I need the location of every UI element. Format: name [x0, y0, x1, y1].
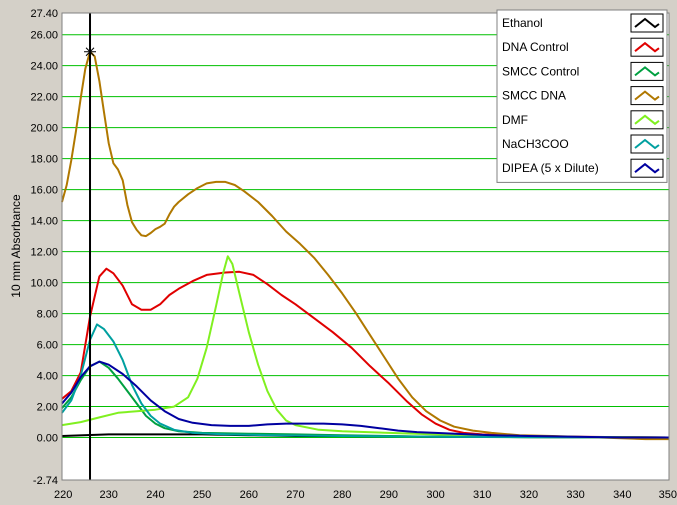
legend: Ethanol DNA Control SMCC Control SMCC DNA DM… — [496, 9, 668, 183]
legend-swatch-line-2 — [634, 66, 660, 77]
legend-label-0: Ethanol — [502, 16, 543, 30]
y-tick-label: 20.00 — [30, 123, 58, 135]
y-tick-label: 8.00 — [37, 309, 58, 321]
y-tick-label: 18.00 — [30, 154, 58, 166]
y-tick-label: 16.00 — [30, 185, 58, 197]
x-tick-label: 300 — [426, 489, 444, 501]
legend-label-3: SMCC DNA — [502, 89, 566, 103]
series-lines — [61, 50, 670, 441]
x-tick-label: 270 — [286, 489, 304, 501]
x-tick-label: 330 — [566, 489, 584, 501]
legend-swatch-2 — [630, 61, 664, 81]
x-tick-label: 260 — [240, 489, 258, 501]
x-tick-labels: 220 230 240 250 260 270 280 290 300 310 320 330 340 3… — [54, 489, 677, 501]
y-tick-label: -2.74 — [33, 475, 58, 487]
series-line-6 — [61, 360, 669, 439]
series-line-3 — [61, 50, 669, 441]
series-line-1 — [61, 267, 670, 439]
y-axis-title: 10 mm Absorbance — [9, 194, 23, 298]
y-tick-label: 14.00 — [30, 216, 58, 228]
legend-swatch-0 — [630, 13, 664, 33]
cursor-marker-d2 — [85, 47, 95, 57]
x-tick-label: 280 — [333, 489, 351, 501]
legend-label-2: SMCC Control — [502, 64, 579, 78]
legend-swatch-line-6 — [634, 162, 660, 174]
plot-frame — [61, 12, 670, 481]
x-tick-label: 320 — [520, 489, 538, 501]
x-tick-label: 290 — [380, 489, 398, 501]
x-tick-label: 350 — [659, 489, 677, 501]
legend-label-4: DMF — [502, 113, 528, 127]
y-tick-label: 6.00 — [37, 340, 58, 352]
legend-label-1: DNA Control — [502, 40, 569, 54]
x-tick-label: 240 — [146, 489, 164, 501]
y-tick-labels: 27.40 26.00 24.00 22.00 20.00 18.00 16.00 14.00… — [30, 8, 58, 487]
legend-swatch-5 — [630, 134, 664, 154]
x-tick-label: 250 — [193, 489, 211, 501]
y-tick-label: 4.00 — [37, 371, 58, 383]
legend-swatch-line-1 — [634, 41, 660, 53]
legend-swatch-1 — [630, 37, 664, 57]
legend-swatch-line-5 — [634, 138, 660, 150]
legend-swatch-line-0 — [634, 17, 660, 29]
y-tick-label: 27.40 — [30, 8, 58, 20]
x-tick-label: 340 — [613, 489, 631, 501]
y-tick-label: 26.00 — [30, 30, 58, 42]
y-tick-label: 10.00 — [30, 278, 58, 290]
x-tick-label: 230 — [100, 489, 118, 501]
legend-swatch-6 — [630, 158, 664, 178]
y-tick-label: 12.00 — [30, 247, 58, 259]
legend-swatch-line-4 — [634, 114, 660, 126]
y-tick-label: 2.00 — [37, 402, 58, 414]
legend-swatch-line-3 — [634, 90, 660, 101]
legend-swatch-4 — [630, 110, 664, 130]
y-tick-label: 24.00 — [30, 61, 58, 73]
y-tick-label: 22.00 — [30, 92, 58, 104]
x-tick-label: 220 — [54, 489, 72, 501]
cursor[interactable] — [84, 13, 97, 480]
y-tick-label: 0.00 — [37, 433, 58, 445]
grid — [62, 34, 669, 439]
legend-swatch-3 — [630, 86, 664, 106]
legend-label-6: DIPEA (5 x Dilute) — [502, 161, 599, 175]
legend-label-5: NaCH3COO — [502, 137, 569, 151]
x-tick-label: 310 — [473, 489, 491, 501]
